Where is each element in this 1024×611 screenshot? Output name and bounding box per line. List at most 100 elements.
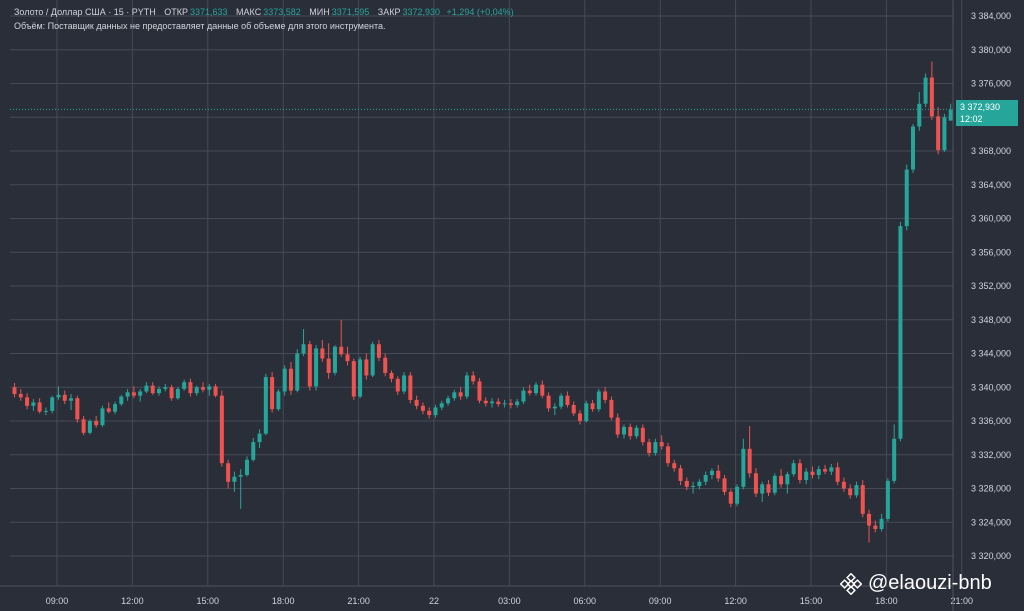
candle-body (659, 442, 664, 447)
candle-body (81, 419, 86, 433)
candle-body (232, 476, 237, 482)
high-value: 3373,582 (263, 7, 301, 17)
candle-body (603, 391, 608, 400)
high-label: МАКС (236, 7, 262, 17)
y-tick-label: 3 348,000 (971, 315, 1011, 325)
x-tick-label: 22 (429, 596, 439, 606)
candle-body (263, 377, 268, 434)
x-tick-label: 06:00 (574, 596, 597, 606)
candle-body (634, 427, 639, 437)
candle-body (351, 361, 356, 397)
candle-body (389, 372, 394, 379)
candle-body (735, 486, 740, 504)
candle-body (873, 525, 878, 529)
candle-body (829, 467, 834, 472)
y-tick-label: 3 368,000 (971, 146, 1011, 156)
candle-body (370, 344, 375, 376)
candle-body (288, 368, 293, 391)
y-tick-label: 3 360,000 (971, 214, 1011, 224)
candle-body (942, 117, 947, 151)
candle-body (12, 387, 17, 394)
y-tick-label: 3 384,000 (971, 11, 1011, 21)
candle-body (270, 377, 275, 410)
candle-body (383, 357, 388, 373)
candle-body (163, 387, 168, 389)
candle-body (923, 77, 928, 104)
candle-body (402, 375, 407, 392)
candle-body (150, 385, 155, 394)
low-label: МИН (309, 7, 330, 17)
candle-body (716, 470, 721, 479)
binance-logo-icon (840, 572, 862, 595)
candle-body (559, 395, 564, 407)
candle-body (722, 478, 727, 492)
candle-body (797, 463, 802, 481)
candle-body (835, 467, 840, 482)
candle-body (546, 395, 551, 409)
candle-body (395, 378, 400, 392)
candle-body (477, 381, 482, 401)
watermark-text: @elaouzi-bnb (868, 572, 992, 594)
candle-body (911, 126, 916, 170)
candle-body (804, 471, 809, 481)
candle-body (420, 405, 425, 411)
candle-body (358, 359, 363, 397)
open-label: ОТКР (164, 7, 188, 17)
candle-body (25, 397, 30, 406)
y-tick-label: 3 376,000 (971, 79, 1011, 89)
x-tick-label: 15:00 (800, 596, 823, 606)
candle-body (879, 518, 884, 529)
candle-body (251, 442, 256, 460)
candle-body (860, 485, 865, 514)
candle-body (446, 398, 451, 404)
candle-body (244, 459, 249, 475)
candle-body (578, 413, 582, 421)
candle-body (917, 103, 922, 127)
candle-body (728, 491, 733, 504)
candle-body (515, 401, 520, 405)
low-value: 3371,595 (331, 7, 370, 17)
candle-body (508, 403, 513, 405)
candle-body (697, 481, 702, 486)
candle-body (653, 442, 658, 454)
candle-body (320, 348, 325, 359)
candle-body (62, 394, 67, 401)
candle-body (326, 358, 331, 373)
x-tick-label: 12:00 (121, 596, 144, 606)
candle-body (188, 382, 193, 394)
candle-body (753, 473, 758, 494)
candle-body (816, 469, 821, 475)
candle-body (56, 394, 61, 398)
candle-body (464, 375, 469, 397)
candle-body (376, 344, 381, 358)
candle-body (213, 386, 218, 396)
close-label: ЗАКР (377, 7, 401, 17)
candle-body (691, 485, 696, 487)
candle-body (527, 390, 532, 394)
last-price-tag: 3 372,930 12:02 (956, 100, 1018, 126)
y-tick-label: 3 340,000 (971, 382, 1011, 392)
y-tick-label: 3 332,000 (971, 450, 1011, 460)
candle-body (69, 398, 74, 401)
candle-body (345, 354, 350, 362)
candle-body (590, 403, 595, 410)
candle-body (823, 469, 828, 472)
candles (12, 61, 953, 543)
candle-body (647, 442, 652, 454)
candle-body (169, 387, 174, 399)
candle-body (125, 392, 130, 397)
candle-body (565, 395, 570, 405)
last-price-value: 3 372,930 (960, 102, 1001, 112)
candle-body (131, 392, 136, 396)
candle-body (502, 403, 507, 405)
candle-body (496, 401, 501, 405)
candle-body (31, 402, 36, 406)
candle-body (276, 391, 281, 410)
candle-body (295, 353, 300, 391)
y-tick-label: 3 356,000 (971, 247, 1011, 257)
candle-body (703, 475, 708, 482)
y-tick-label: 3 336,000 (971, 416, 1011, 426)
candle-body (408, 375, 413, 400)
